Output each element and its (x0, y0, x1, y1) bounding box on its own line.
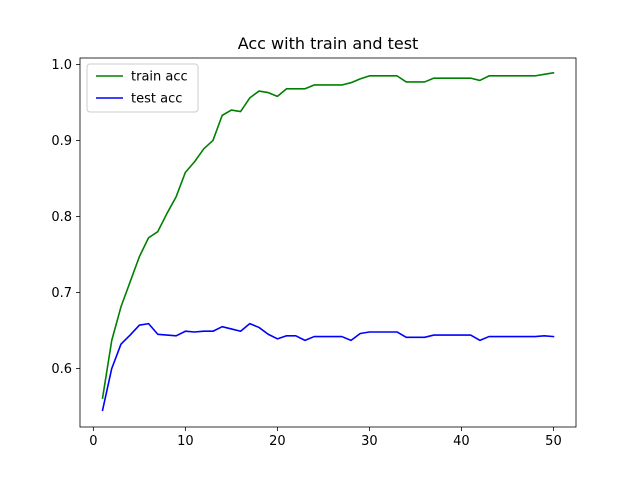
y-tick-label: 0.7 (51, 286, 72, 301)
x-tick-label: 10 (177, 434, 194, 449)
chart-title: Acc with train and test (238, 34, 419, 53)
series-line-test-acc (101, 322, 555, 412)
x-tick-label: 30 (361, 434, 378, 449)
plot-area (101, 71, 555, 412)
axes: 0 10 20 30 40 50 0.6 0.7 0.8 0.9 1.0 (51, 57, 577, 449)
legend-label: test acc (131, 92, 182, 107)
legend-label: train acc (131, 70, 188, 85)
x-tick-label: 40 (453, 434, 470, 449)
y-tick-label: 0.9 (51, 134, 72, 149)
y-tick-label: 0.8 (51, 210, 72, 225)
x-tick-label: 20 (269, 434, 286, 449)
series-line-train-acc (101, 71, 555, 400)
legend: train acc test acc (86, 63, 199, 113)
x-tick-label: 50 (545, 434, 562, 449)
x-tick-label: 0 (89, 434, 97, 449)
y-tick-label: 0.6 (51, 362, 72, 377)
axes-frame (79, 57, 577, 428)
y-tick-label: 1.0 (51, 58, 72, 73)
